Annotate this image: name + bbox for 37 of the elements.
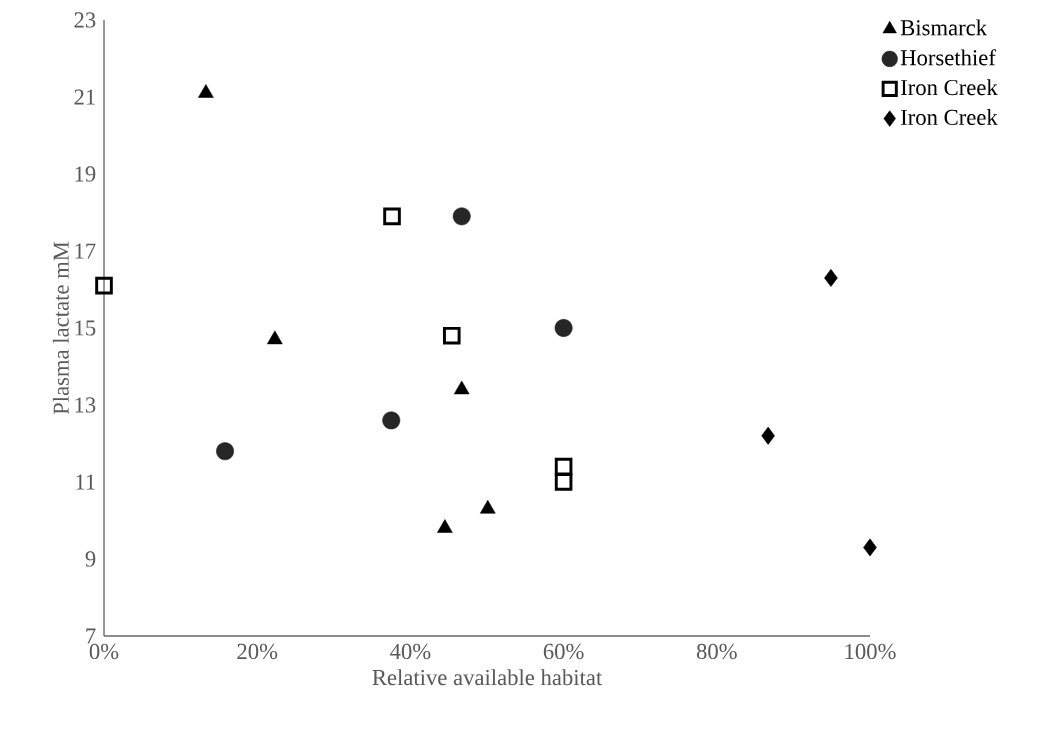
y-tick-label: 9	[85, 551, 96, 567]
x-tick-label: 40%	[390, 643, 431, 660]
point	[479, 500, 496, 514]
point	[442, 326, 461, 345]
y-tick-label: 17	[75, 243, 96, 259]
legend-label: Iron Creek	[901, 79, 998, 96]
point	[267, 330, 283, 345]
point	[452, 207, 471, 226]
legend-label: Iron Creek	[901, 109, 998, 126]
x-tick-label: 100%	[845, 643, 896, 660]
point	[554, 319, 573, 337]
x-tick-label: 60%	[543, 643, 584, 660]
point	[383, 207, 401, 226]
y-tick-label: 19	[75, 166, 96, 182]
y-tick-label: 13	[75, 397, 96, 413]
y-tick-label: 21	[74, 89, 95, 105]
x-axis-title: Relative available habitat	[372, 669, 603, 686]
point	[453, 380, 470, 395]
point	[437, 519, 453, 533]
point	[824, 269, 838, 287]
point	[216, 442, 234, 461]
y-tick-label: 7	[86, 628, 96, 644]
point	[863, 538, 877, 557]
point	[761, 426, 775, 445]
x-tick-label: 80%	[696, 643, 737, 660]
x-tick-label: 20%	[237, 643, 278, 660]
point	[382, 411, 401, 430]
y-tick-label: 11	[76, 474, 95, 490]
point	[554, 473, 573, 491]
legend-label: Horsethief	[900, 49, 996, 66]
y-axis-title: Plasma lactate mM	[52, 241, 69, 415]
y-tick-label: 15	[75, 320, 96, 336]
point	[95, 276, 113, 295]
y-tick-label: 23	[74, 12, 96, 28]
legend-label: Bismarck	[900, 19, 988, 36]
point	[554, 457, 573, 476]
x-tick-label: 0%	[89, 643, 119, 660]
